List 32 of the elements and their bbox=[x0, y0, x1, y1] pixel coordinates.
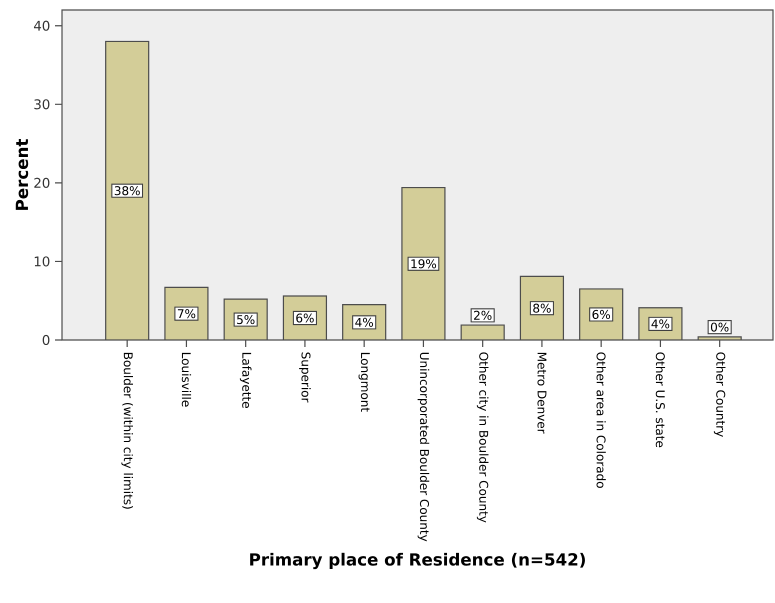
y-tick-label: 40 bbox=[34, 20, 50, 31]
x-tick-label: Louisville bbox=[182, 352, 192, 407]
y-tick-label: 0 bbox=[42, 334, 50, 346]
y-tick-label: 10 bbox=[34, 256, 50, 266]
x-tick-label: Other U.S. state bbox=[656, 352, 666, 448]
data-label: 38% bbox=[114, 186, 140, 196]
data-label: 5% bbox=[237, 315, 255, 324]
data-label: 6% bbox=[296, 313, 314, 323]
y-tick-label: 20 bbox=[34, 178, 50, 188]
bar bbox=[461, 325, 504, 340]
data-label: 19% bbox=[411, 259, 436, 268]
data-label: 4% bbox=[651, 319, 670, 328]
x-tick-label: Other Country bbox=[714, 352, 726, 437]
data-label: 4% bbox=[355, 318, 374, 327]
data-label: 8% bbox=[533, 304, 551, 313]
y-axis-title: Percent bbox=[16, 139, 28, 210]
x-tick-label: Superior bbox=[299, 352, 311, 402]
data-label: 0% bbox=[710, 322, 729, 332]
x-tick-label: Unincorporated Boulder County bbox=[418, 352, 430, 542]
y-tick-label: 30 bbox=[34, 99, 50, 110]
data-label: 2% bbox=[474, 310, 492, 320]
bar bbox=[402, 188, 445, 340]
x-tick-label: Other area in Colorado bbox=[596, 352, 606, 488]
x-tick-label: Metro Denver bbox=[537, 352, 546, 434]
x-tick-label: Lafayette bbox=[240, 352, 252, 408]
data-label: 7% bbox=[178, 309, 196, 318]
data-label: 6% bbox=[592, 310, 610, 319]
x-axis-title: Primary place of Residence (n=542) bbox=[250, 552, 585, 570]
x-tick-label: Boulder (within city limits) bbox=[121, 352, 133, 509]
bar bbox=[106, 41, 149, 340]
x-tick-label: Longmont bbox=[358, 352, 370, 412]
x-tick-label: Other city in Boulder County bbox=[476, 352, 488, 523]
